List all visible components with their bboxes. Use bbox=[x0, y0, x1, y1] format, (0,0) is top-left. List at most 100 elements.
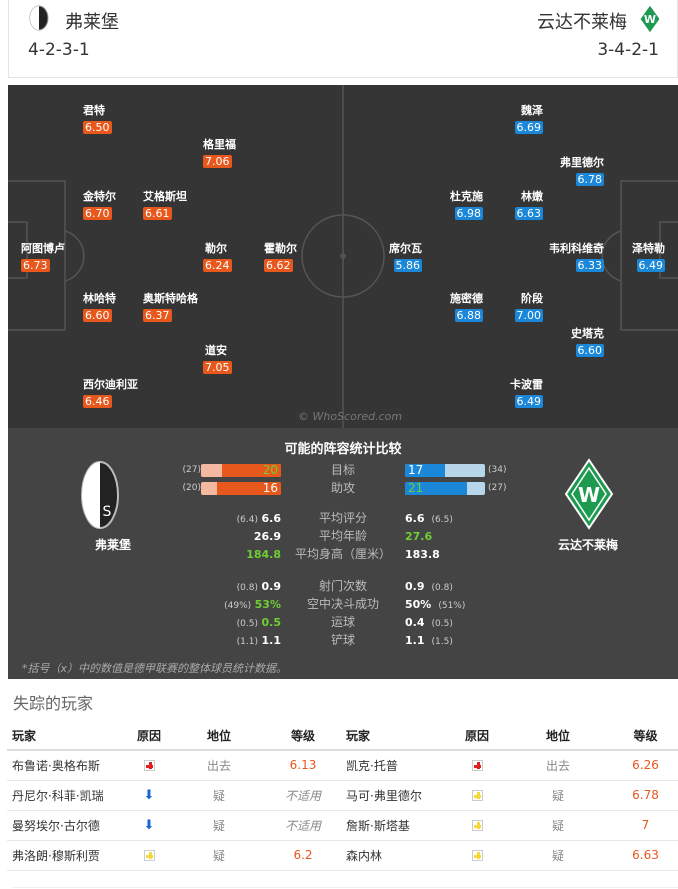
stat-row: (49%) 53% 空中决斗成功 50% (51%) bbox=[8, 596, 678, 613]
away-player[interactable]: 施密德 6.88 bbox=[450, 292, 483, 322]
home-player[interactable]: 格里福 7.06 bbox=[203, 138, 236, 168]
away-player[interactable]: 韦利科维奇 6.33 bbox=[549, 242, 604, 272]
home-player[interactable]: 君特 6.50 bbox=[83, 104, 112, 134]
home-stat: (0.8) 0.9 bbox=[236, 580, 281, 593]
status: 疑 bbox=[503, 810, 613, 841]
home-league-value: (20) bbox=[182, 483, 201, 493]
stat-row: 184.8 平均身高（厘米） 183.8 bbox=[8, 546, 678, 563]
status: 疑 bbox=[503, 840, 613, 871]
status: 疑 bbox=[173, 840, 265, 871]
stat-row: (0.5) 0.5 运球 0.4 (0.5) bbox=[8, 614, 678, 631]
rating: 6.63 bbox=[613, 840, 678, 871]
freiburg-crest-icon: S bbox=[81, 461, 119, 529]
bar-stat-row: (27) 20 目标 17 (34) bbox=[8, 462, 678, 479]
away-player[interactable]: 魏泽 6.69 bbox=[514, 104, 543, 134]
away-stat: 6.6 (6.5) bbox=[405, 512, 453, 525]
player-name[interactable]: 曼努埃尔·古尔德 bbox=[7, 810, 125, 841]
away-team-name[interactable]: 云达不莱梅 bbox=[537, 12, 627, 33]
home-player[interactable]: 道安 7.05 bbox=[203, 344, 232, 374]
rating: 6.26 bbox=[613, 750, 678, 781]
away-player[interactable]: 席尔瓦 5.86 bbox=[389, 242, 422, 272]
away-formation: 3-4-2-1 bbox=[597, 40, 659, 60]
svg-text:W: W bbox=[578, 483, 600, 507]
home-player[interactable]: 阿图博卢 6.73 bbox=[21, 242, 65, 272]
away-league-value: (27) bbox=[488, 483, 507, 493]
stat-label: 目标 bbox=[330, 463, 355, 477]
home-bar: 20 bbox=[201, 464, 281, 477]
pitch: 君特 6.50 格里福 7.06 金特尔 6.70 艾格斯坦 6.61 阿图博卢 6.73… bbox=[8, 85, 678, 428]
player-name[interactable]: 布鲁诺·奥格布斯 bbox=[7, 750, 125, 781]
away-stat: 1.1 (1.5) bbox=[405, 634, 453, 647]
player-name[interactable]: 森内林 bbox=[341, 840, 451, 871]
away-player[interactable]: 杜克施 6.98 bbox=[450, 190, 483, 220]
away-player[interactable]: 阶段 7.00 bbox=[514, 292, 543, 322]
away-player[interactable]: 卡波雷 6.49 bbox=[510, 378, 543, 408]
away-league-value: (34) bbox=[488, 465, 507, 475]
col-rating: 等级 bbox=[613, 722, 678, 751]
player-name[interactable]: 马可·弗里德尔 bbox=[341, 780, 451, 811]
missing-players-table: 玩家 原因 地位 等级 玩家 原因 地位 等级 布鲁诺·奥格布斯 出去 6.13… bbox=[7, 722, 678, 871]
arrow-down-icon: ⬇ bbox=[125, 810, 173, 841]
away-player[interactable]: 史塔克 6.60 bbox=[571, 327, 604, 357]
home-player[interactable]: 金特尔 6.70 bbox=[83, 190, 116, 220]
rating: 不适用 bbox=[265, 810, 341, 841]
status: 出去 bbox=[173, 750, 265, 781]
home-player[interactable]: 勒尔 6.24 bbox=[203, 242, 232, 272]
home-player[interactable]: 西尔迪利亚 6.46 bbox=[83, 378, 138, 408]
home-stat: 26.9 bbox=[253, 530, 281, 543]
home-player[interactable]: 霍勒尔 6.62 bbox=[264, 242, 297, 272]
pitch-lines bbox=[8, 85, 678, 428]
player-name[interactable]: 弗洛朗·穆斯利贾 bbox=[7, 840, 125, 871]
player-name[interactable]: 詹斯·斯塔基 bbox=[341, 810, 451, 841]
home-stat: 184.8 bbox=[246, 548, 281, 561]
col-player: 玩家 bbox=[341, 722, 451, 751]
table-row: 弗洛朗·穆斯利贾 疑 6.2 森内林 疑 6.63 bbox=[7, 840, 678, 871]
col-status: 地位 bbox=[503, 722, 613, 751]
stat-row: (1.1) 1.1 铲球 1.1 (1.5) bbox=[8, 632, 678, 649]
table-row: 曼努埃尔·古尔德 ⬇ 疑 不适用 詹斯·斯塔基 疑 7 bbox=[7, 810, 678, 841]
comparison-title: 可能的阵容统计比较 bbox=[284, 442, 402, 457]
table-row: 布鲁诺·奥格布斯 出去 6.13 凯克·托普 出去 6.26 bbox=[7, 750, 678, 781]
werder-crest-icon: W bbox=[564, 458, 614, 530]
arrow-down-icon: ⬇ bbox=[125, 780, 173, 811]
bar-stat-row: (20) 16 助攻 21 (27) bbox=[8, 480, 678, 497]
doubtful-icon bbox=[125, 840, 173, 871]
doubtful-icon bbox=[451, 840, 503, 871]
away-bar: 17 bbox=[405, 464, 485, 477]
status: 疑 bbox=[173, 810, 265, 841]
away-player[interactable]: 泽特勒 6.49 bbox=[632, 242, 665, 272]
home-player[interactable]: 艾格斯坦 6.61 bbox=[143, 190, 187, 220]
stat-label: 空中决斗成功 bbox=[306, 597, 379, 611]
away-crest-name: 云达不莱梅 bbox=[557, 538, 618, 552]
rating: 6.78 bbox=[613, 780, 678, 811]
home-bar: 16 bbox=[201, 482, 281, 495]
away-bar: 21 bbox=[405, 482, 485, 495]
home-stat: (0.5) 0.5 bbox=[236, 616, 281, 629]
home-player[interactable]: 林哈特 6.60 bbox=[83, 292, 116, 322]
col-reason: 原因 bbox=[125, 722, 173, 751]
rating: 6.13 bbox=[265, 750, 341, 781]
home-player[interactable]: 奥斯特哈格 6.37 bbox=[143, 292, 198, 322]
svg-text:S: S bbox=[103, 504, 112, 520]
home-stat: (49%) 53% bbox=[224, 598, 281, 611]
player-name[interactable]: 凯克·托普 bbox=[341, 750, 451, 781]
doubtful-icon bbox=[451, 780, 503, 811]
col-status: 地位 bbox=[173, 722, 265, 751]
stat-row: (0.8) 0.9 射门次数 0.9 (0.8) bbox=[8, 578, 678, 595]
home-stat: (1.1) 1.1 bbox=[236, 634, 281, 647]
away-player[interactable]: 弗里德尔 6.78 bbox=[560, 156, 604, 186]
home-formation: 4-2-3-1 bbox=[28, 40, 90, 60]
stat-label: 运球 bbox=[330, 615, 355, 629]
home-team-name[interactable]: 弗莱堡 bbox=[65, 12, 119, 33]
away-player[interactable]: 林嫩 6.63 bbox=[514, 190, 543, 220]
player-name[interactable]: 丹尼尔·科菲·凯瑞 bbox=[7, 780, 125, 811]
stat-label: 平均年龄 bbox=[318, 529, 367, 543]
table-row: 丹尼尔·科菲·凯瑞 ⬇ 疑 不适用 马可·弗里德尔 疑 6.78 bbox=[7, 780, 678, 811]
stat-row: 26.9 平均年龄 27.6 bbox=[8, 528, 678, 545]
col-rating: 等级 bbox=[265, 722, 341, 751]
status: 出去 bbox=[503, 750, 613, 781]
home-stat: (6.4) 6.6 bbox=[236, 512, 281, 525]
away-stat: 27.6 bbox=[405, 530, 433, 543]
divider bbox=[13, 887, 678, 888]
doubtful-icon bbox=[451, 810, 503, 841]
